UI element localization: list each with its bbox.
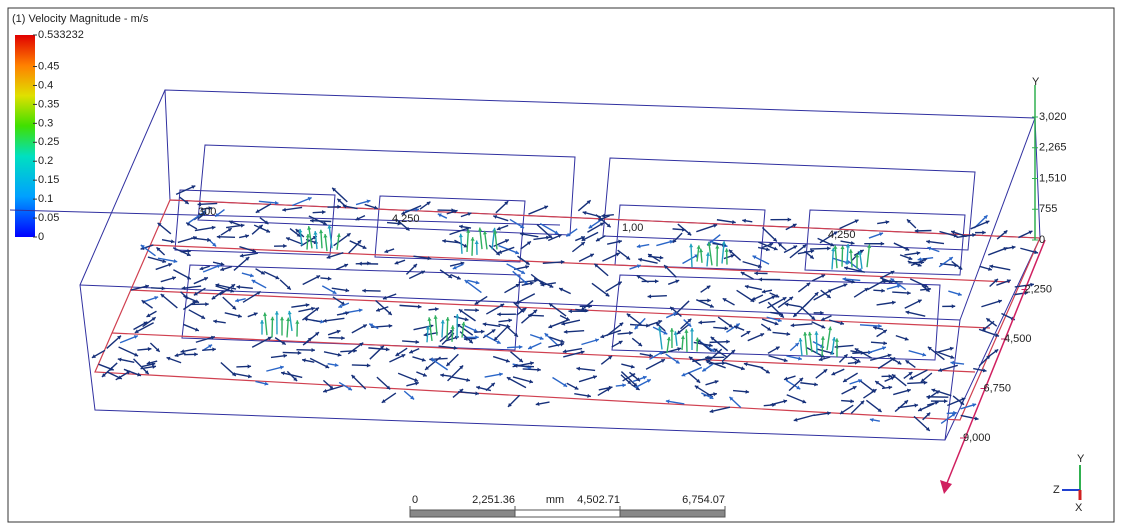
triad-x-label: X: [1075, 502, 1083, 514]
z-axis-label: 2,250: [1025, 283, 1053, 295]
scene-label: 1,00: [622, 222, 643, 234]
scale-label: 4,502.71: [577, 494, 620, 506]
y-axis-label: 3,020: [1039, 111, 1067, 123]
scale-unit: mm: [546, 494, 564, 506]
color-bar-label: 0.25: [38, 136, 59, 148]
color-bar-label: 0.533232: [38, 29, 84, 41]
color-bar: [15, 35, 35, 237]
y-axis-label: 1,510: [1039, 172, 1067, 184]
color-bar-label: 0.3: [38, 117, 53, 129]
y-axis-name: Y: [1032, 76, 1040, 88]
z-axis-label: 4,500: [1004, 333, 1032, 345]
scale-label: 2,251.36: [472, 494, 515, 506]
color-bar-label: 0.1: [38, 193, 53, 205]
triad-y-label: Y: [1077, 453, 1085, 465]
scale-segment: [410, 510, 515, 517]
y-axis-label: 2,265: [1039, 142, 1067, 154]
color-bar-label: 0.45: [38, 60, 59, 72]
scene-label: 4,250: [828, 229, 856, 241]
color-bar-label: 0.35: [38, 98, 59, 110]
z-axis-label: 9,000: [963, 432, 991, 444]
color-bar-label: 0.15: [38, 174, 59, 186]
color-bar-label: 0.05: [38, 212, 59, 224]
z-axis-label: 6,750: [984, 382, 1012, 394]
triad-z-label: Z: [1053, 484, 1060, 496]
scale-label: 0: [412, 494, 418, 506]
color-bar-label: 0.2: [38, 155, 53, 167]
scale-label: 6,754.07: [682, 494, 725, 506]
scale-segment: [620, 510, 725, 517]
y-axis-label: 755: [1039, 203, 1057, 215]
color-bar-label: 0.4: [38, 79, 53, 91]
viewport: (1) Velocity Magnitude - m/s Y Y Z X 300…: [0, 0, 1122, 525]
color-bar-label: 0: [38, 231, 44, 243]
scene-label: 300: [198, 206, 216, 218]
y-axis-label: 0: [1039, 234, 1045, 246]
scale-segment: [515, 510, 620, 517]
scene-label: 4,250: [392, 213, 420, 225]
legend-title: (1) Velocity Magnitude - m/s: [12, 13, 149, 25]
